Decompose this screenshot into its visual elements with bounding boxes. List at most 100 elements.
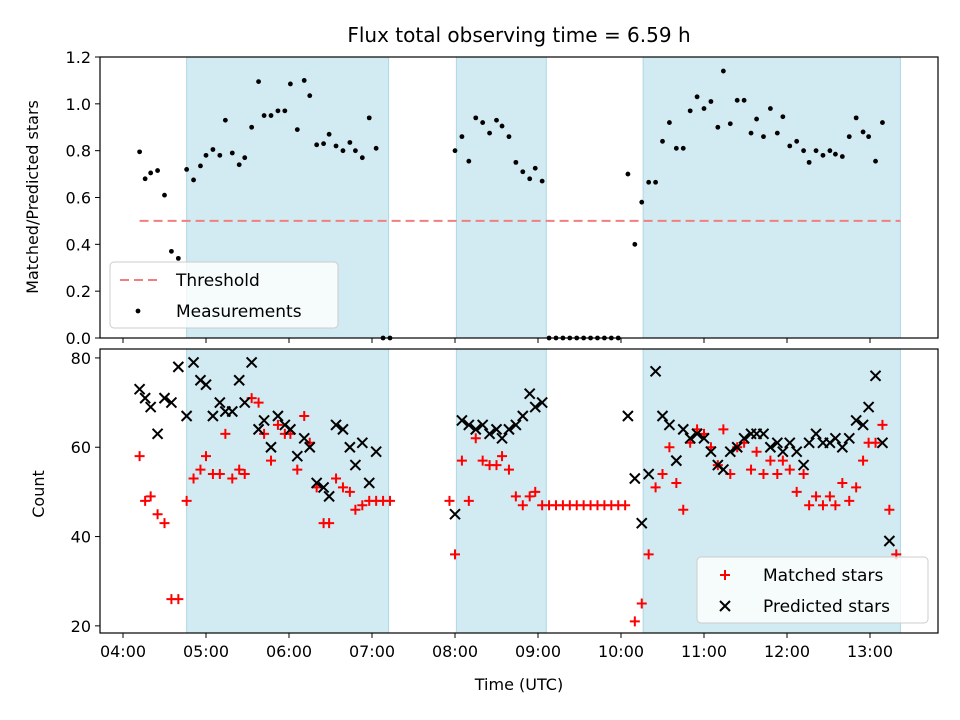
- predicted-stars-point: [490, 423, 503, 436]
- matched-stars-point: [844, 495, 855, 506]
- predicted-stars-point: [850, 414, 862, 427]
- matched-stars-point: [470, 433, 481, 444]
- predicted-stars-point: [165, 396, 178, 409]
- matched-stars-point: [134, 451, 145, 462]
- measurement-point: [667, 120, 672, 125]
- observing-window-shade: [642, 56, 901, 339]
- measurement-point: [860, 129, 866, 135]
- axes-frame: [99, 348, 939, 634]
- predicted-stars-point: [298, 432, 310, 445]
- y-tick-label: 1.2: [66, 48, 91, 67]
- x-tick-label: 08:00: [432, 642, 478, 661]
- x-tick-label: 09:00: [515, 642, 561, 661]
- predicted-stars-point: [790, 445, 803, 458]
- measurement-point: [527, 176, 533, 182]
- y-tick-label: 0.8: [66, 142, 91, 161]
- predicted-stars-point: [207, 410, 219, 422]
- matched-stars-point: [524, 491, 535, 502]
- legend-swatch: [719, 600, 731, 612]
- predicted-stars-point: [291, 450, 304, 462]
- measurement-point: [813, 148, 819, 154]
- x-tick-label: 11:00: [681, 642, 727, 661]
- matched-stars-point: [791, 486, 802, 497]
- y-tick-label: 0.2: [66, 282, 91, 301]
- predicted-stars-point: [144, 401, 157, 413]
- measurement-point: [708, 99, 714, 104]
- predicted-stars-point: [233, 374, 245, 386]
- matched-stars-point: [664, 442, 675, 453]
- measurement-point: [373, 145, 379, 151]
- matched-stars-point: [234, 464, 245, 475]
- y-tick-label: 0.6: [66, 189, 91, 208]
- predicted-stars-point: [187, 356, 200, 369]
- x-tick-label: 10:00: [598, 642, 644, 661]
- y-tick-label: 1.0: [66, 95, 91, 114]
- measurement-point: [175, 255, 181, 261]
- predicted-stars-point: [483, 428, 496, 440]
- x-tick-label: 05:00: [183, 642, 229, 661]
- x-tick-label: 04:00: [100, 642, 146, 661]
- measurement-point: [768, 106, 773, 111]
- predicted-stars-point: [691, 428, 703, 440]
- predicted-stars-point: [857, 419, 869, 431]
- matched-stars-point: [173, 594, 184, 605]
- figure-title: Flux total observing time = 6.59 h: [347, 23, 690, 47]
- series-measurements: [137, 68, 885, 341]
- measurement-point: [162, 192, 167, 198]
- measurement-point: [301, 78, 307, 83]
- predicted-stars-point: [245, 356, 258, 369]
- measurement-point: [754, 116, 759, 122]
- predicted-stars-point: [158, 392, 171, 404]
- matched-stars-point: [620, 500, 631, 511]
- measurement-point: [169, 248, 174, 254]
- predicted-stars-point: [724, 445, 736, 458]
- predicted-stars-point: [642, 468, 655, 480]
- measurement-point: [340, 148, 346, 154]
- legend-swatch: [135, 308, 141, 314]
- predicted-stars-point: [172, 361, 185, 373]
- measurement-point: [282, 108, 288, 114]
- predicted-stars-point: [777, 445, 789, 458]
- predicted-stars-point: [517, 410, 529, 422]
- matched-stars-point: [337, 482, 348, 493]
- measurement-point: [236, 162, 242, 168]
- matched-stars-point: [272, 419, 283, 430]
- measurement-point: [203, 152, 209, 158]
- measurement-point: [294, 127, 300, 132]
- measurement-point: [249, 124, 255, 130]
- predicted-stars-point: [239, 396, 251, 409]
- measurement-point: [210, 147, 216, 152]
- matched-stars-point: [292, 464, 303, 475]
- matched-stars-point: [456, 455, 467, 466]
- measurement-point: [137, 149, 143, 155]
- measurement-point: [242, 155, 248, 161]
- matched-stars-point: [804, 500, 815, 511]
- y-tick-label: 0.4: [66, 235, 91, 254]
- matched-stars-point: [181, 495, 192, 506]
- matched-stars-point: [629, 616, 640, 627]
- matched-stars-point: [678, 504, 689, 515]
- predicted-stars-point: [529, 401, 541, 413]
- matched-stars-point: [477, 455, 488, 466]
- measurement-point: [853, 115, 859, 121]
- matched-stars-point: [772, 469, 783, 480]
- measurement-point: [142, 176, 148, 182]
- matched-stars-point: [643, 549, 654, 560]
- matched-stars-point: [331, 473, 342, 484]
- predicted-stars-point: [265, 441, 277, 453]
- matched-stars-point: [357, 500, 368, 511]
- measurement-point: [673, 145, 679, 151]
- x-axis-label: Time (UTC): [474, 675, 563, 694]
- predicted-stars-point: [310, 477, 323, 489]
- predicted-stars-point: [629, 472, 641, 485]
- matched-stars-point: [870, 437, 881, 448]
- predicted-stars-point: [764, 441, 777, 453]
- predicted-stars-point: [510, 419, 522, 431]
- matched-stars-point: [188, 473, 199, 484]
- predicted-stars-point: [370, 445, 382, 458]
- measurement-point: [287, 81, 293, 87]
- matched-stars-point: [718, 424, 729, 435]
- measurement-point: [727, 121, 733, 127]
- matched-stars-point: [817, 500, 828, 511]
